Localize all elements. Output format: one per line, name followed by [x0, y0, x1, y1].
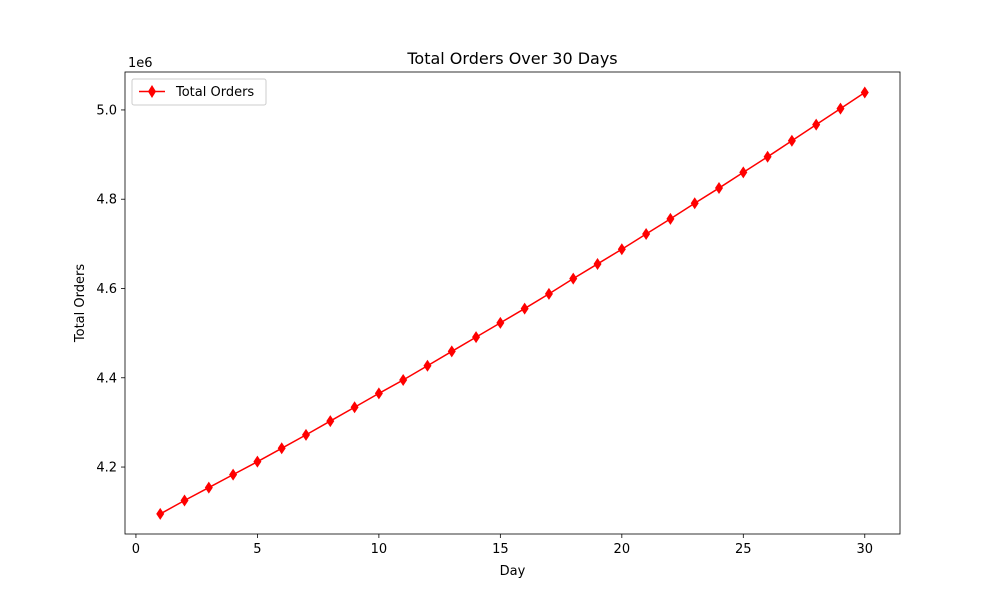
data-point-marker: [787, 134, 796, 147]
y-tick-label: 4.6: [96, 282, 117, 297]
legend-label: Total Orders: [175, 85, 254, 100]
legend-marker-swatch: [148, 85, 156, 98]
x-tick-label: 20: [614, 542, 631, 557]
data-point-marker: [301, 428, 310, 441]
data-point-marker: [860, 86, 869, 99]
x-axis-ticks: 0 5 10 15 20 25 30: [132, 534, 873, 557]
y-tick-label: 4.4: [96, 371, 117, 386]
data-point-marker: [715, 182, 724, 195]
y-tick-label: 4.2: [96, 461, 117, 476]
series-layer: [156, 86, 869, 520]
data-point-marker: [472, 331, 481, 344]
data-point-marker: [399, 374, 408, 386]
data-point-marker: [739, 166, 748, 179]
y-tick-label: 5.0: [96, 103, 117, 118]
data-point-marker: [812, 118, 821, 131]
data-point-marker: [593, 257, 602, 270]
data-point-marker: [204, 481, 213, 494]
data-point-marker: [690, 197, 699, 210]
data-point-marker: [496, 316, 505, 329]
data-point-marker: [544, 287, 553, 300]
data-point-marker: [374, 387, 383, 400]
data-point-marker: [180, 494, 189, 507]
x-tick-label: 25: [735, 542, 752, 557]
plot-frame: [124, 71, 901, 535]
data-point-marker: [326, 415, 335, 428]
legend: Total Orders: [131, 78, 267, 106]
x-axis-label: Day: [500, 564, 526, 579]
data-point-marker: [666, 212, 675, 225]
x-tick-label: 30: [856, 542, 873, 557]
y-axis-offset-label: 1e6: [128, 56, 153, 71]
y-axis-ticks: 4.2 4.4 4.6 4.8 5.0: [96, 103, 125, 476]
data-point-marker: [642, 228, 651, 241]
data-point-marker: [423, 359, 432, 372]
chart-title: Total Orders Over 30 Days: [406, 49, 617, 68]
x-tick-label: 15: [492, 542, 509, 557]
y-axis-label: Total Orders: [73, 264, 88, 343]
data-point-marker: [617, 243, 626, 256]
y-tick-label: 4.8: [96, 193, 117, 208]
data-point-marker: [253, 455, 262, 468]
plot-area: [125, 72, 900, 534]
data-point-marker: [350, 401, 359, 414]
x-tick-label: 5: [253, 542, 261, 557]
x-tick-label: 0: [132, 542, 140, 557]
legend-box: [131, 78, 267, 106]
data-point-marker: [156, 507, 165, 520]
data-point-marker: [229, 468, 238, 481]
data-point-marker: [447, 345, 456, 358]
data-point-marker: [763, 150, 772, 163]
data-point-marker: [569, 272, 578, 285]
data-point-marker: [277, 442, 286, 455]
series-line: [159, 91, 866, 515]
data-point-marker: [836, 102, 845, 115]
data-point-marker: [520, 302, 529, 315]
x-tick-label: 10: [371, 542, 388, 557]
